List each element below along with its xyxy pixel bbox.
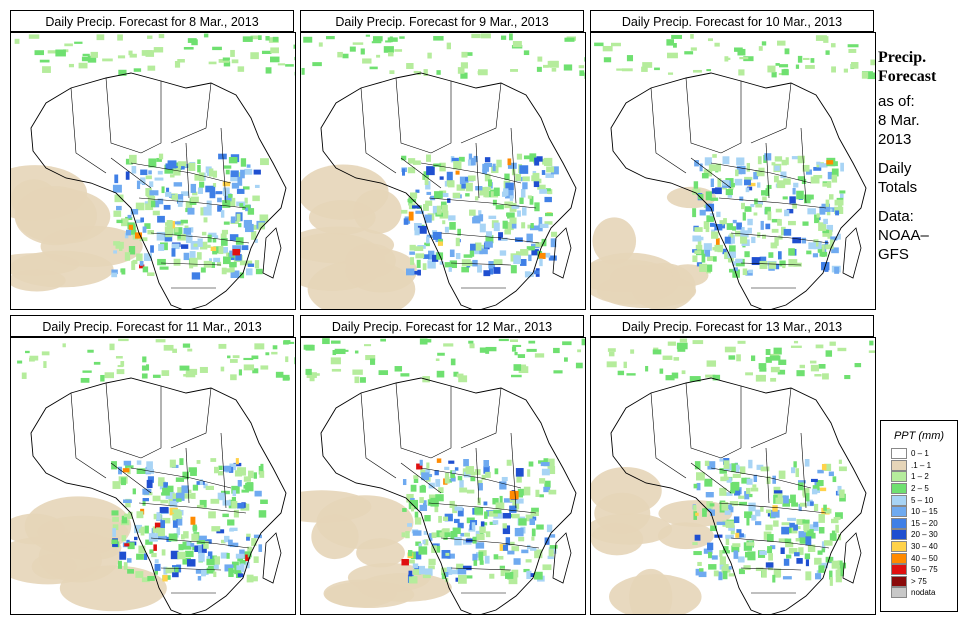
panel-title: Daily Precip. Forecast for 11 Mar., 2013 xyxy=(10,315,294,337)
legend-item: nodata xyxy=(881,587,957,599)
panel-title: Daily Precip. Forecast for 8 Mar., 2013 xyxy=(10,10,294,32)
sidebar-info: Precip. Forecast as of: 8 Mar. 2013 Dail… xyxy=(878,48,963,264)
forecast-panel-10-mar: Daily Precip. Forecast for 10 Mar., 2013 xyxy=(590,10,876,310)
legend-item: 1 – 2 xyxy=(881,471,957,483)
legend-item: 50 – 75 xyxy=(881,564,957,576)
sidebar-title-line1: Precip. xyxy=(878,49,927,66)
legend-item: .1 – 1 xyxy=(881,459,957,472)
legend-label: 20 – 30 xyxy=(911,530,938,540)
legend-item: > 75 xyxy=(881,575,957,588)
precip-map xyxy=(10,337,296,615)
panel-title: Daily Precip. Forecast for 13 Mar., 2013 xyxy=(590,315,874,337)
legend-label: .1 – 1 xyxy=(911,460,932,470)
legend-item: 30 – 40 xyxy=(881,541,957,553)
forecast-panel-9-mar: Daily Precip. Forecast for 9 Mar., 2013 xyxy=(300,10,586,310)
legend-swatch xyxy=(891,517,907,529)
data-source-line2: GFS xyxy=(878,246,909,263)
legend-swatch xyxy=(891,564,907,576)
forecast-panel-12-mar: Daily Precip. Forecast for 12 Mar., 2013 xyxy=(300,315,586,615)
legend-item: 2 – 5 xyxy=(881,483,957,495)
legend-item: 20 – 30 xyxy=(881,529,957,541)
legend-title: PPT (mm) xyxy=(893,430,945,442)
panel-title: Daily Precip. Forecast for 12 Mar., 2013 xyxy=(300,315,584,337)
legend-swatch xyxy=(891,575,907,587)
asof-label: as of: xyxy=(878,93,915,110)
legend-label: 2 – 5 xyxy=(911,484,929,494)
legend-label: 50 – 75 xyxy=(911,565,938,575)
legend-item: 10 – 15 xyxy=(881,506,957,518)
legend-label: 30 – 40 xyxy=(911,542,938,552)
legend-item: 0 – 1 xyxy=(881,448,957,460)
legend-label: 10 – 15 xyxy=(911,507,938,517)
legend-swatch xyxy=(891,483,907,495)
precip-map xyxy=(590,32,876,310)
legend-label: 15 – 20 xyxy=(911,518,938,528)
forecast-panel-11-mar: Daily Precip. Forecast for 11 Mar., 2013 xyxy=(10,315,296,615)
totals-label: Totals xyxy=(878,179,918,196)
legend-label: nodata xyxy=(911,588,936,598)
legend-label: 0 – 1 xyxy=(911,449,929,459)
data-label: Data: xyxy=(878,208,914,225)
asof-date-line2: 2013 xyxy=(878,131,912,148)
sidebar-title-line2: Forecast xyxy=(878,68,937,85)
legend-label: 40 – 50 xyxy=(911,553,938,563)
precip-map xyxy=(300,337,586,615)
panel-title: Daily Precip. Forecast for 9 Mar., 2013 xyxy=(300,10,584,32)
legend-item: 15 – 20 xyxy=(881,517,957,530)
forecast-panel-8-mar: Daily Precip. Forecast for 8 Mar., 2013 xyxy=(10,10,296,310)
data-source-line1: NOAA– xyxy=(878,227,929,244)
legend-swatch xyxy=(891,506,907,518)
legend-label: 5 – 10 xyxy=(911,495,934,505)
legend-label: 1 – 2 xyxy=(911,472,929,482)
legend-swatch xyxy=(891,471,907,483)
legend-swatch xyxy=(891,587,907,599)
legend-swatch xyxy=(891,448,907,460)
precip-map xyxy=(590,337,876,615)
legend-item: 5 – 10 xyxy=(881,494,957,506)
legend-item: 40 – 50 xyxy=(881,552,957,564)
asof-date-line1: 8 Mar. xyxy=(878,112,920,129)
legend-swatch xyxy=(891,459,907,471)
legend-swatch xyxy=(891,529,907,541)
precip-map xyxy=(300,32,586,310)
forecast-panel-13-mar: Daily Precip. Forecast for 13 Mar., 2013 xyxy=(590,315,876,615)
precip-map xyxy=(10,32,296,310)
legend-label: > 75 xyxy=(911,576,927,586)
daily-label: Daily xyxy=(878,160,912,177)
legend-swatch xyxy=(891,541,907,553)
legend-swatch xyxy=(891,552,907,564)
panel-title: Daily Precip. Forecast for 10 Mar., 2013 xyxy=(590,10,874,32)
legend-swatch xyxy=(891,494,907,506)
